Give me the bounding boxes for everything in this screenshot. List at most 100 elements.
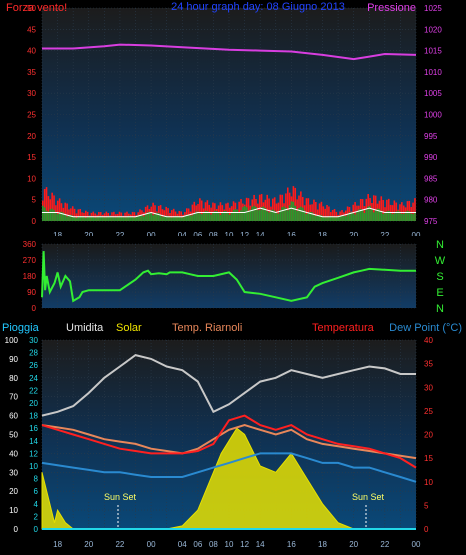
temperature-tick: 30 bbox=[424, 383, 433, 392]
wind-gust-bar bbox=[238, 201, 240, 221]
wind-avg-bar bbox=[58, 212, 61, 221]
wind-avg-bar bbox=[277, 213, 280, 221]
wind-avg-bar bbox=[367, 206, 369, 221]
wind-avg-bar bbox=[184, 215, 186, 221]
temperature-tick: 5 bbox=[424, 501, 429, 510]
wind-avg-bar bbox=[365, 209, 368, 221]
wind-avg-bar bbox=[101, 216, 104, 221]
temperature-axis: 0 5 10 15 20 25 30 35 40 bbox=[424, 336, 433, 534]
wind-avg-bar bbox=[88, 216, 91, 221]
wind-avg-bar bbox=[55, 212, 57, 221]
wind-avg-bar bbox=[92, 216, 95, 221]
wind-gust-bar bbox=[324, 208, 326, 221]
time-tick-label: 14 bbox=[256, 540, 265, 549]
time-tick-label: 04 bbox=[178, 540, 187, 549]
wind-avg-bar bbox=[402, 213, 405, 221]
time-tick-label: 18 bbox=[318, 231, 327, 240]
rain-tick: 50 bbox=[9, 431, 18, 440]
legend-pioggia: Pioggia bbox=[2, 322, 40, 334]
time-tick-label: 10 bbox=[225, 540, 234, 549]
dew-scale-tick: 0 bbox=[34, 525, 39, 534]
wind-avg-bar bbox=[135, 216, 138, 221]
wind-gust-bar bbox=[47, 196, 50, 221]
wind-avg-bar bbox=[285, 207, 287, 221]
wind-gust-bar bbox=[307, 198, 310, 221]
pressure-tick: 980 bbox=[424, 196, 438, 205]
wind-gust-bar bbox=[66, 203, 68, 221]
wind-avg-bar bbox=[206, 211, 209, 221]
temperature-tick: 15 bbox=[424, 454, 433, 463]
wind-avg-bar bbox=[249, 209, 252, 221]
time-tick-label: 18 bbox=[53, 540, 62, 549]
legend-dew: Dew Point (°C) bbox=[389, 322, 462, 334]
wind-avg-bar bbox=[113, 217, 115, 221]
wind-gust-bar bbox=[326, 205, 328, 221]
wind-avg-bar bbox=[286, 210, 289, 221]
wind-avg-bar bbox=[47, 211, 50, 221]
wind-avg-bar bbox=[165, 215, 168, 221]
wind-avg-bar bbox=[62, 212, 65, 221]
wind-speed-tick: 40 bbox=[27, 47, 36, 56]
wind-gust-bar bbox=[64, 202, 67, 221]
wind-title: Forza vento! bbox=[6, 2, 67, 14]
temperature-tick: 20 bbox=[424, 431, 433, 440]
legend-riarnoli: Temp. Riarnoli bbox=[172, 322, 242, 334]
wind-avg-bar bbox=[234, 209, 237, 221]
wind-avg-bar bbox=[159, 214, 162, 221]
wind-avg-bar bbox=[157, 213, 160, 221]
temperature-line bbox=[41, 414, 417, 469]
dew-scale-tick: 22 bbox=[29, 386, 38, 395]
dew-scale-tick: 14 bbox=[29, 437, 38, 446]
wind-direction-line bbox=[41, 251, 416, 303]
wind-avg-bar bbox=[337, 216, 340, 221]
wind-avg-bar bbox=[212, 212, 214, 221]
wind-gust-bar bbox=[285, 193, 287, 221]
rain-tick: 20 bbox=[9, 487, 18, 496]
wind-speed-axis: 0 5 10 15 20 25 30 35 40 45 50 bbox=[27, 4, 36, 226]
wind-avg-bar bbox=[369, 205, 371, 221]
wind-avg-bar bbox=[107, 216, 110, 221]
pressure-tick: 1000 bbox=[424, 111, 442, 120]
wind-avg-bar bbox=[382, 213, 384, 221]
wind-avg-bar bbox=[255, 206, 257, 221]
wind-gust-bar bbox=[402, 205, 405, 221]
wind-avg-bar bbox=[270, 210, 272, 221]
wind-speed-tick: 10 bbox=[27, 174, 36, 183]
wind-avg-bar bbox=[103, 217, 106, 221]
dew-scale-tick: 2 bbox=[34, 512, 39, 521]
wind-avg-bar bbox=[109, 215, 111, 221]
wind-gust-bar bbox=[331, 210, 334, 221]
wind-avg-bar bbox=[94, 217, 96, 221]
wind-gust-bar bbox=[193, 201, 196, 221]
wind-avg-bar bbox=[251, 206, 254, 221]
wind-gust-bar bbox=[219, 202, 222, 221]
wind-speed-tick: 45 bbox=[27, 25, 36, 34]
wind-avg-bar bbox=[200, 214, 203, 221]
time-tick-label: 16 bbox=[287, 231, 296, 240]
wind-avg-bar bbox=[401, 213, 403, 221]
wind-avg-bar bbox=[75, 217, 78, 221]
wind-avg-bar bbox=[371, 208, 373, 221]
wind-gust-bar bbox=[73, 208, 76, 221]
wind-gust-bar bbox=[374, 195, 377, 221]
time-tick-label: 20 bbox=[84, 540, 93, 549]
wind-avg-bar bbox=[292, 201, 295, 221]
wind-avg-bar bbox=[303, 210, 306, 221]
wind-gust-bar bbox=[382, 200, 384, 221]
wind-gust-bar bbox=[229, 207, 231, 221]
wind-avg-bar bbox=[315, 216, 317, 221]
dew-scale-tick: 30 bbox=[29, 336, 38, 345]
wind-avg-bar bbox=[331, 216, 334, 221]
wind-avg-bar bbox=[223, 211, 225, 221]
dew-scale-tick: 12 bbox=[29, 449, 38, 458]
wind-gust-bar bbox=[172, 208, 175, 221]
wind-avg-bar bbox=[137, 215, 139, 221]
wind-gust-bar bbox=[77, 209, 80, 221]
wind-gust-bar bbox=[199, 198, 201, 221]
time-tick-label: 22 bbox=[380, 231, 389, 240]
wind-gust-bar bbox=[354, 202, 356, 221]
wind-avg-bar bbox=[81, 215, 83, 221]
wind-avg-bar bbox=[85, 217, 87, 221]
wind-avg-bar bbox=[131, 217, 134, 221]
wind-avg-bar bbox=[217, 212, 220, 221]
